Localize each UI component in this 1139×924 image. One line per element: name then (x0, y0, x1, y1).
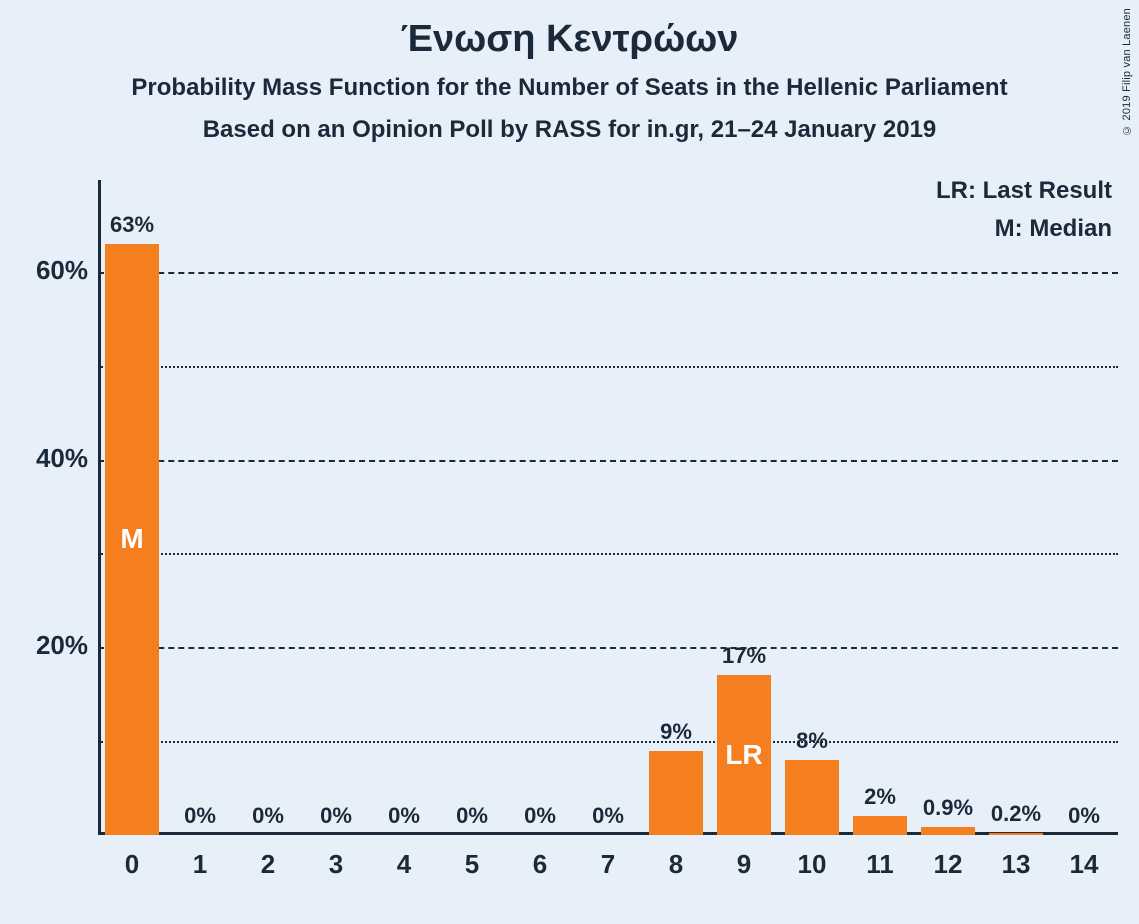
x-tick-label: 8 (646, 849, 706, 880)
bar-value-label: 17% (704, 643, 784, 669)
bar-inner-label: M (105, 523, 158, 555)
chart-subtitle-1: Probability Mass Function for the Number… (0, 74, 1139, 102)
chart-subtitle-2: Based on an Opinion Poll by RASS for in.… (0, 116, 1139, 144)
x-tick-label: 2 (238, 849, 298, 880)
x-tick-label: 9 (714, 849, 774, 880)
gridline-major (98, 647, 1118, 649)
bar-inner-label: LR (717, 739, 770, 771)
x-tick-label: 3 (306, 849, 366, 880)
plot-area: M63%0%0%0%0%0%0%0%9%LR17%8%2%0.9%0.2%0% (98, 225, 1118, 835)
x-tick-label: 1 (170, 849, 230, 880)
bar (989, 833, 1042, 835)
bar (853, 816, 906, 835)
bar-value-label: 0% (1044, 803, 1124, 829)
bar-value-label: 0% (568, 803, 648, 829)
x-tick-label: 0 (102, 849, 162, 880)
chart-title: Ένωση Κεντρώων (0, 18, 1139, 61)
y-axis (98, 180, 101, 835)
x-tick-label: 14 (1054, 849, 1114, 880)
x-tick-label: 7 (578, 849, 638, 880)
x-tick-label: 10 (782, 849, 842, 880)
x-tick-label: 4 (374, 849, 434, 880)
bar (785, 760, 838, 835)
gridline-minor (98, 741, 1118, 743)
x-tick-label: 11 (850, 849, 910, 880)
legend-median: M: Median (98, 215, 1112, 243)
bar-chart: M63%0%0%0%0%0%0%0%9%LR17%8%2%0.9%0.2%0% (98, 225, 1118, 835)
gridline-major (98, 272, 1118, 274)
y-tick-label: 20% (10, 630, 88, 661)
gridline-minor (98, 366, 1118, 368)
x-tick-label: 5 (442, 849, 502, 880)
legend-last-result: LR: Last Result (98, 177, 1112, 205)
bar-value-label: 8% (772, 728, 852, 754)
y-tick-label: 60% (10, 255, 88, 286)
bar (921, 827, 974, 835)
bar (649, 751, 702, 835)
gridline-minor (98, 553, 1118, 555)
x-tick-label: 12 (918, 849, 978, 880)
gridline-major (98, 460, 1118, 462)
x-tick-label: 6 (510, 849, 570, 880)
x-tick-label: 13 (986, 849, 1046, 880)
y-tick-label: 40% (10, 443, 88, 474)
bar-value-label: 9% (636, 719, 716, 745)
